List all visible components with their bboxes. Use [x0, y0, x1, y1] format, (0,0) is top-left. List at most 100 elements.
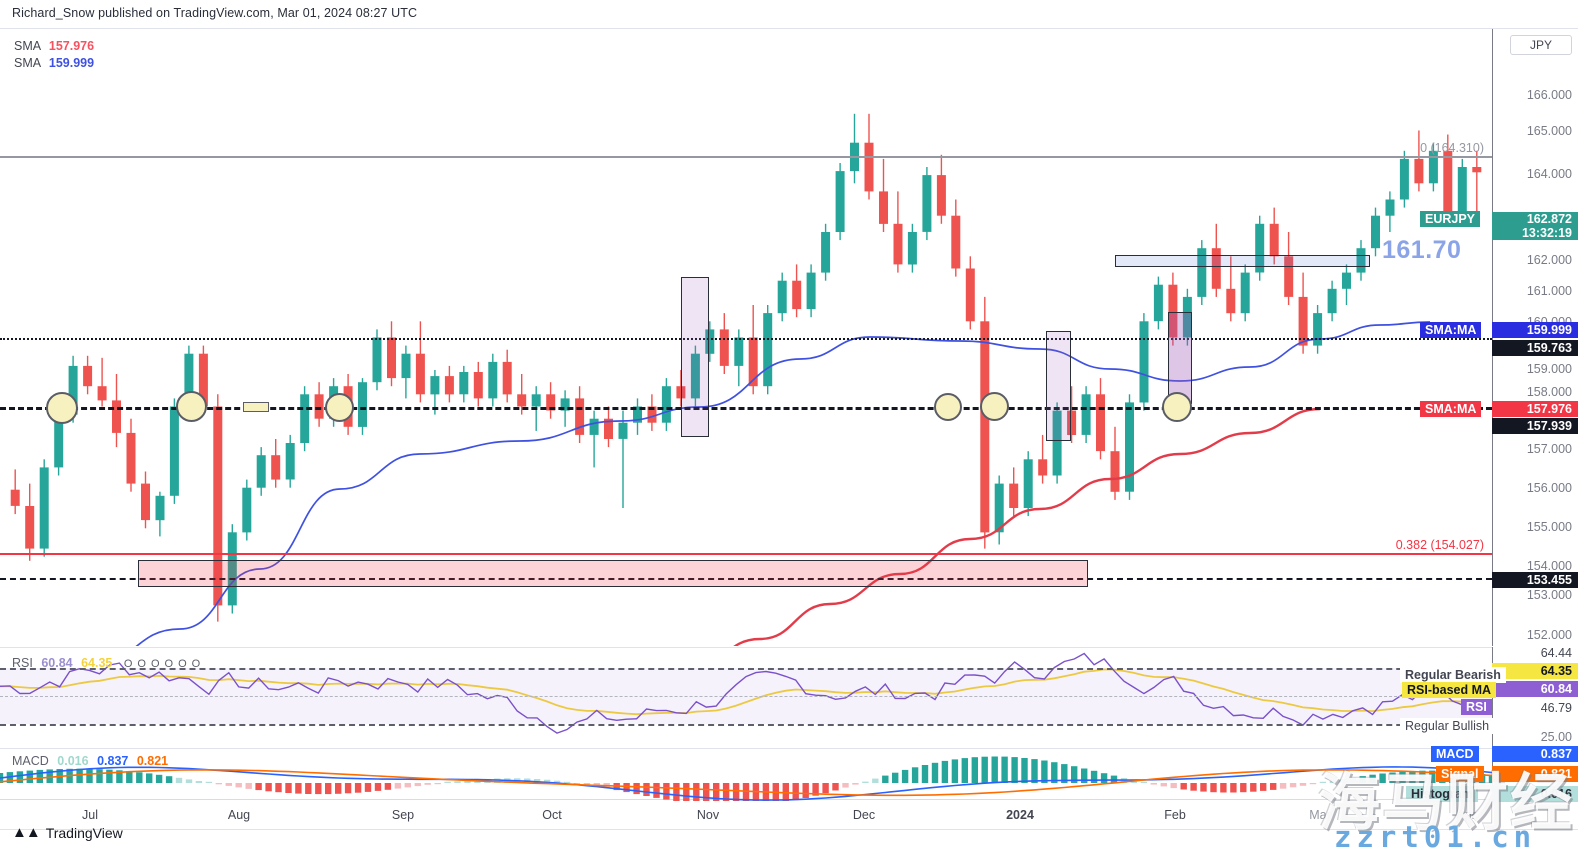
- macd-legend-macd: 0.837: [97, 754, 129, 768]
- highlight-box-2[interactable]: [1046, 331, 1071, 441]
- rsi-legend-ma: 64.35: [81, 656, 113, 670]
- resistance-price-annotation: 161.70: [1382, 236, 1462, 264]
- fib-0382-label: 0.382 (154.027): [1395, 538, 1484, 552]
- sma-slow-tag[interactable]: SMA:MA: [1420, 401, 1482, 417]
- resistance-zone[interactable]: [1115, 255, 1370, 267]
- rsi-mid-line: [0, 696, 1492, 697]
- price-pane[interactable]: SMA 157.976 SMA 159.999 0 (164.310) 0.38…: [0, 29, 1492, 646]
- signal-marker-6[interactable]: [1162, 392, 1192, 422]
- price-tick-152: 152.000: [1526, 628, 1572, 642]
- tradingview-logo-icon: ▲▲: [12, 824, 41, 841]
- price-axis[interactable]: JPY 166.000 165.000 164.000 163.000 162.…: [1492, 29, 1578, 664]
- currency-badge[interactable]: JPY: [1510, 35, 1572, 55]
- signal-marker-1[interactable]: [46, 392, 78, 424]
- macd-axis[interactable]: 0.837 0.821 0.016: [1492, 746, 1578, 802]
- time-label-sep: Sep: [391, 808, 415, 822]
- rsi-pane[interactable]: RSI 60.84 64.35 ΟΟΟΟΟΟ: [0, 647, 1492, 747]
- sma-fast-level-line[interactable]: [0, 338, 1492, 340]
- rsi-ma-label[interactable]: RSI-based MA: [1402, 682, 1497, 698]
- legend-sma-fast-name: SMA: [14, 39, 41, 53]
- price-tick-158: 158.000: [1526, 385, 1572, 399]
- rsi-value-pill[interactable]: 60.84: [1492, 681, 1578, 697]
- price-tick-166: 166.000: [1526, 88, 1572, 102]
- price-tick-157: 157.000: [1526, 442, 1572, 456]
- last-close-pill-157939[interactable]: 157.939: [1492, 418, 1578, 434]
- price-tick-159: 159.000: [1526, 362, 1572, 376]
- rsi-upper-line: [0, 668, 1492, 670]
- histogram-value-pill[interactable]: 0.016: [1492, 786, 1578, 802]
- time-label-nov: Nov: [696, 808, 720, 822]
- fib-0382-line[interactable]: [0, 553, 1492, 555]
- signal-marker-3[interactable]: [325, 393, 354, 422]
- rsi-tick-bullish: 46.79: [1540, 701, 1572, 715]
- legend-sma-slow: SMA 159.999: [14, 56, 94, 70]
- fib-0-line[interactable]: [0, 156, 1492, 158]
- signal-marker-7[interactable]: [243, 402, 269, 412]
- price-tick-165: 165.000: [1526, 124, 1572, 138]
- quote-symbol-tag[interactable]: EURJPY: [1420, 211, 1481, 227]
- quote-time-pill: 13:32:19: [1492, 226, 1578, 240]
- highlight-box-1[interactable]: [681, 277, 709, 437]
- rsi-ma-pill[interactable]: 64.35: [1492, 663, 1578, 679]
- signal-marker-2[interactable]: [176, 391, 207, 422]
- rsi-bullish-label: Regular Bullish: [1400, 718, 1495, 734]
- sma-slow-value-pill[interactable]: 157.976: [1492, 401, 1578, 417]
- signal-marker-5[interactable]: [980, 392, 1009, 421]
- rsi-label[interactable]: RSI: [1461, 699, 1492, 715]
- legend-sma-slow-value: 159.999: [48, 56, 95, 70]
- watermark-url: zzrt01.cn: [1334, 820, 1537, 854]
- support-zone[interactable]: [138, 560, 1088, 587]
- sma-slow-level-line[interactable]: [0, 407, 1492, 410]
- price-tick-164: 164.000: [1526, 167, 1572, 181]
- legend-sma-slow-name: SMA: [14, 56, 41, 70]
- signal-value-pill[interactable]: 0.821: [1492, 766, 1578, 782]
- price-tick-153: 153.000: [1526, 588, 1572, 602]
- sma-fast-value-pill[interactable]: 159.999: [1492, 322, 1578, 338]
- rsi-plot: [0, 652, 1492, 734]
- macd-legend-name: MACD: [12, 754, 49, 768]
- legend-sma-fast: SMA 157.976: [14, 39, 94, 53]
- level-pill-153455[interactable]: 153.455: [1492, 572, 1578, 588]
- histogram-label[interactable]: Histogram: [1406, 786, 1478, 802]
- macd-plot: [0, 756, 1492, 801]
- macd-pane[interactable]: MACD 0.016 0.837 0.821: [0, 748, 1492, 801]
- time-label-jul: Jul: [82, 808, 98, 822]
- price-tick-154: 154.000: [1526, 559, 1572, 573]
- rsi-lower-line: [0, 724, 1492, 726]
- macd-legend: MACD 0.016 0.837 0.821: [12, 754, 168, 768]
- time-axis[interactable]: Jul Aug Sep Oct Nov Dec 2024 Feb Mar Apr: [0, 800, 1578, 830]
- rsi-axis[interactable]: 64.44 64.35 60.84 46.79 25.00: [1492, 646, 1578, 747]
- rsi-tick-bearish: 64.44: [1540, 646, 1572, 660]
- level-153455-line[interactable]: [0, 578, 1492, 580]
- time-label-apr: Apr: [1456, 808, 1476, 822]
- price-tick-162: 162.000: [1526, 253, 1572, 267]
- fib-0-label: 0 (164.310): [1420, 141, 1484, 155]
- time-label-mar: Mar: [1309, 808, 1331, 822]
- rsi-bearish-label: Regular Bearish: [1400, 667, 1506, 683]
- rsi-circle-icons[interactable]: ΟΟΟΟΟΟ: [123, 658, 206, 670]
- time-label-oct: Oct: [542, 808, 562, 822]
- tradingview-brand: TradingView: [45, 824, 123, 841]
- sma-fast-tag[interactable]: SMA:MA: [1420, 322, 1482, 338]
- price-tick-156: 156.000: [1526, 481, 1572, 495]
- signal-marker-4[interactable]: [934, 393, 962, 421]
- highlight-box-3[interactable]: [1168, 312, 1192, 404]
- time-label-aug: Aug: [227, 808, 251, 822]
- time-label-dec: Dec: [852, 808, 876, 822]
- rsi-legend-value: 60.84: [41, 656, 73, 670]
- macd-label[interactable]: MACD: [1431, 746, 1479, 762]
- macd-legend-signal: 0.821: [136, 754, 169, 768]
- macd-value-pill[interactable]: 0.837: [1492, 746, 1578, 762]
- legend-sma-fast-value: 157.976: [48, 39, 95, 53]
- tradingview-footer[interactable]: ▲▲ TradingView: [12, 824, 123, 841]
- signal-label[interactable]: Signal: [1436, 766, 1484, 782]
- quote-price-pill[interactable]: 162.872: [1492, 212, 1578, 226]
- time-label-feb: Feb: [1164, 808, 1186, 822]
- chart-frame: SMA 157.976 SMA 159.999 0 (164.310) 0.38…: [0, 28, 1578, 802]
- last-close-pill-159763[interactable]: 159.763: [1492, 340, 1578, 356]
- byline: Richard_Snow published on TradingView.co…: [12, 6, 418, 20]
- rsi-legend-name: RSI: [12, 656, 33, 670]
- macd-legend-hist: 0.016: [57, 754, 89, 768]
- rsi-legend: RSI 60.84 64.35 ΟΟΟΟΟΟ: [12, 656, 205, 670]
- time-label-2024: 2024: [1006, 808, 1034, 822]
